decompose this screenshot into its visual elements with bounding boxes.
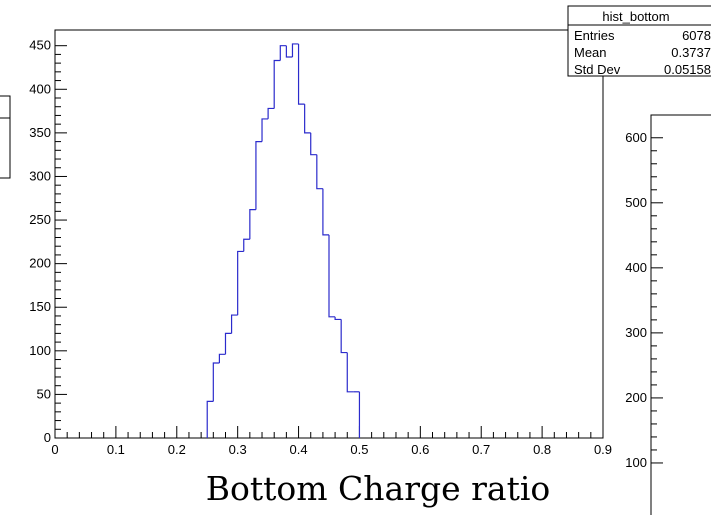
x-tick-label: 0.4 — [290, 442, 308, 457]
histogram-bin — [310, 132, 317, 156]
x-tick-label: 0 — [51, 442, 58, 457]
y-tick-label: 500 — [625, 195, 647, 210]
x-tick-label: 0.9 — [594, 442, 612, 457]
stats-value: 6078 — [682, 28, 711, 43]
x-tick-label: 0.6 — [411, 442, 429, 457]
plot-frame — [650, 114, 711, 515]
histogram-bin — [291, 43, 299, 58]
stats-value: 0.3737 — [671, 45, 711, 60]
histogram-bin — [340, 319, 348, 354]
y-tick-label: 150 — [29, 299, 51, 314]
histogram-bin — [267, 107, 275, 119]
histogram-bin — [322, 188, 329, 236]
histogram-bin — [243, 238, 250, 252]
histogram-bin — [249, 208, 256, 240]
y-tick-label: 400 — [625, 260, 647, 275]
histogram-bin — [206, 400, 214, 438]
y-tick-label: 100 — [625, 455, 647, 470]
y-tick-label: 400 — [29, 81, 51, 96]
y-tick-label: 0 — [44, 430, 51, 445]
y-tick-label: 350 — [29, 125, 51, 140]
y-tick-label: 250 — [29, 212, 51, 227]
histogram-bin — [328, 234, 336, 318]
histogram-bin — [334, 316, 342, 321]
histogram-bin — [304, 104, 311, 134]
histogram-bin — [273, 59, 281, 109]
stats-key: Std Dev — [574, 62, 621, 77]
y-tick-label: 200 — [625, 390, 647, 405]
x-tick-label: 0.8 — [533, 442, 551, 457]
histogram-bin — [285, 45, 293, 58]
x-tick-label: 0.3 — [229, 442, 247, 457]
histogram-bin — [297, 43, 305, 105]
y-tick-label: 300 — [625, 325, 647, 340]
x-tick-label: 0.5 — [350, 442, 368, 457]
x-tick-label: 0.1 — [107, 442, 125, 457]
histogram-bin — [255, 140, 263, 210]
stats-box — [567, 5, 711, 77]
y-tick-label: 300 — [29, 168, 51, 183]
histogram-bin — [212, 362, 220, 402]
cropped-legend — [0, 95, 11, 179]
histogram-bin — [224, 332, 232, 355]
histogram-bin — [346, 352, 354, 393]
stats-key: Entries — [574, 28, 615, 43]
x-axis-label: Bottom Charge ratio — [206, 469, 551, 508]
histogram-bin — [261, 118, 269, 142]
y-tick-label: 450 — [29, 38, 51, 53]
histogram-bin — [279, 45, 287, 61]
histogram-bin — [230, 314, 238, 334]
stats-key: Mean — [574, 45, 607, 60]
y-tick-label: 50 — [37, 386, 51, 401]
y-tick-label: 200 — [29, 256, 51, 271]
x-tick-label: 0.7 — [472, 442, 490, 457]
stats-title: hist_bottom — [602, 9, 669, 24]
plot-frame — [54, 29, 604, 439]
y-tick-label: 600 — [625, 130, 647, 145]
histogram-bin — [316, 154, 323, 190]
histogram-bin — [218, 353, 226, 364]
histogram-bin — [237, 250, 244, 316]
x-tick-label: 0.2 — [168, 442, 186, 457]
y-tick-label: 100 — [29, 343, 51, 358]
stats-value: 0.05158 — [664, 62, 711, 77]
